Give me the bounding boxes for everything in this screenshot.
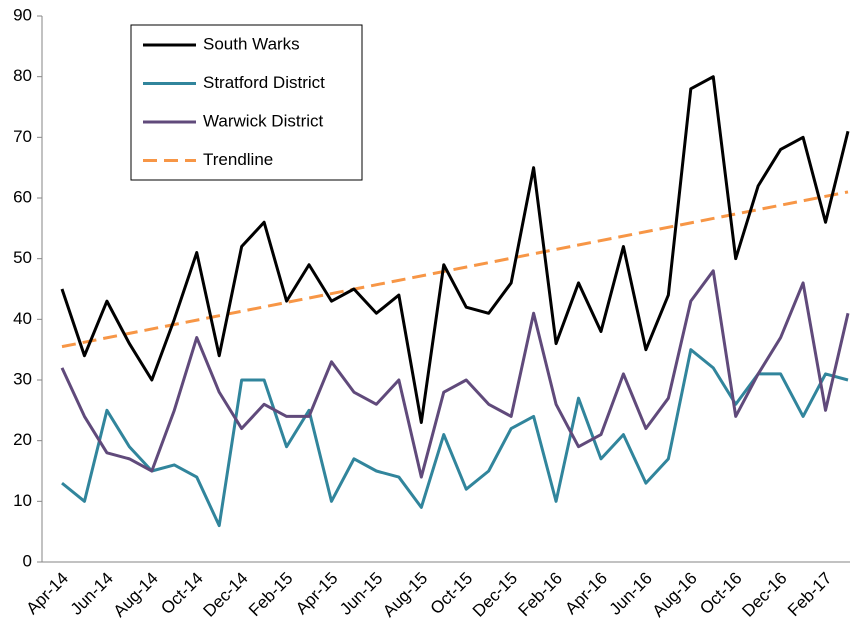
series-line: [60, 269, 850, 479]
x-tick-label: Feb-15: [245, 569, 297, 621]
y-tick-label: 40: [13, 309, 32, 328]
x-tick-label: Apr-15: [292, 569, 342, 619]
x-tick-label: Aug-14: [110, 569, 162, 621]
y-tick-label: 0: [23, 551, 32, 570]
x-tick-label: Jun-14: [67, 569, 117, 619]
x-tick-label: Dec-15: [469, 569, 521, 621]
series-line: [60, 75, 850, 424]
series-line: [61, 348, 849, 528]
legend-box: [130, 24, 363, 181]
y-tick-label: 70: [13, 127, 32, 146]
x-tick-label: Jun-16: [606, 569, 656, 619]
y-tick-label: 50: [13, 248, 32, 267]
x-tick-label: Aug-15: [379, 569, 431, 621]
x-tick-label: Feb-16: [515, 569, 567, 621]
x-tick-label: Dec-14: [199, 569, 251, 621]
x-tick-label: Oct-16: [696, 569, 746, 619]
y-tick-label: 30: [13, 369, 32, 388]
x-tick-label: Aug-16: [649, 569, 701, 621]
legend-label: South Warks: [203, 34, 300, 53]
x-tick-label: Apr-16: [561, 569, 611, 619]
legend-label: Stratford District: [203, 73, 325, 92]
y-tick-label: 10: [13, 491, 32, 510]
legend-label: Trendline: [203, 150, 273, 169]
y-tick-label: 90: [13, 5, 32, 24]
legend-label: Warwick District: [203, 111, 324, 130]
x-tick-label: Oct-15: [427, 569, 477, 619]
y-tick-label: 20: [13, 430, 32, 449]
trendline: [61, 190, 849, 349]
y-tick-label: 60: [13, 187, 32, 206]
x-tick-label: Feb-17: [784, 569, 836, 621]
x-tick-label: Dec-16: [738, 569, 790, 621]
y-tick-label: 80: [13, 66, 32, 85]
x-tick-label: Apr-14: [22, 569, 72, 619]
x-tick-label: Oct-14: [157, 569, 207, 619]
x-tick-label: Jun-15: [336, 569, 386, 619]
